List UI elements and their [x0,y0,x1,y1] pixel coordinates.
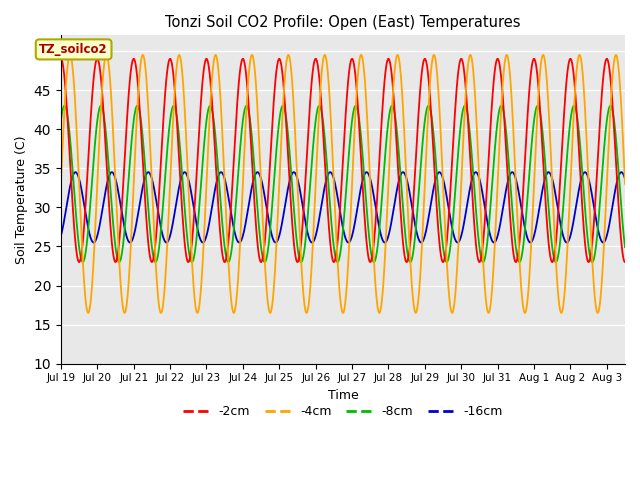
-2cm [332,256,339,262]
-4cm [317,85,324,91]
-16cm [317,208,324,214]
-4cm [605,135,612,141]
-16cm [621,176,629,182]
-8cm [502,121,509,127]
Line: -16cm: -16cm [61,172,625,242]
-8cm [516,259,524,265]
-8cm [605,105,613,110]
Line: -8cm: -8cm [61,106,625,262]
Line: -4cm: -4cm [61,55,625,313]
-16cm [502,191,509,197]
Title: Tonzi Soil CO2 Profile: Open (East) Temperatures: Tonzi Soil CO2 Profile: Open (East) Temp… [165,15,521,30]
-4cm [332,223,340,228]
-8cm [317,105,324,110]
-8cm [61,103,68,108]
-16cm [163,240,170,245]
-2cm [501,129,509,135]
-4cm [502,54,509,60]
-2cm [621,259,629,265]
-16cm [605,224,612,229]
Y-axis label: Soil Temperature (C): Soil Temperature (C) [15,135,28,264]
-2cm [316,86,324,92]
-2cm [605,60,612,65]
Text: TZ_soilco2: TZ_soilco2 [39,43,108,56]
-2cm [605,61,612,67]
-4cm [84,310,92,316]
Legend: -2cm, -4cm, -8cm, -16cm: -2cm, -4cm, -8cm, -16cm [179,400,508,423]
-16cm [57,233,65,239]
-4cm [605,129,613,135]
-8cm [86,206,94,212]
-16cm [605,225,612,231]
-4cm [621,181,629,187]
-8cm [57,118,65,123]
-16cm [86,232,93,238]
-8cm [332,254,339,260]
-8cm [605,106,612,111]
-2cm [86,132,93,137]
X-axis label: Time: Time [328,389,358,402]
-4cm [321,52,328,58]
-16cm [618,169,625,175]
-8cm [621,244,629,250]
-4cm [86,304,94,310]
-2cm [57,56,65,61]
Line: -2cm: -2cm [61,59,625,262]
-4cm [57,181,65,187]
-16cm [332,183,339,189]
